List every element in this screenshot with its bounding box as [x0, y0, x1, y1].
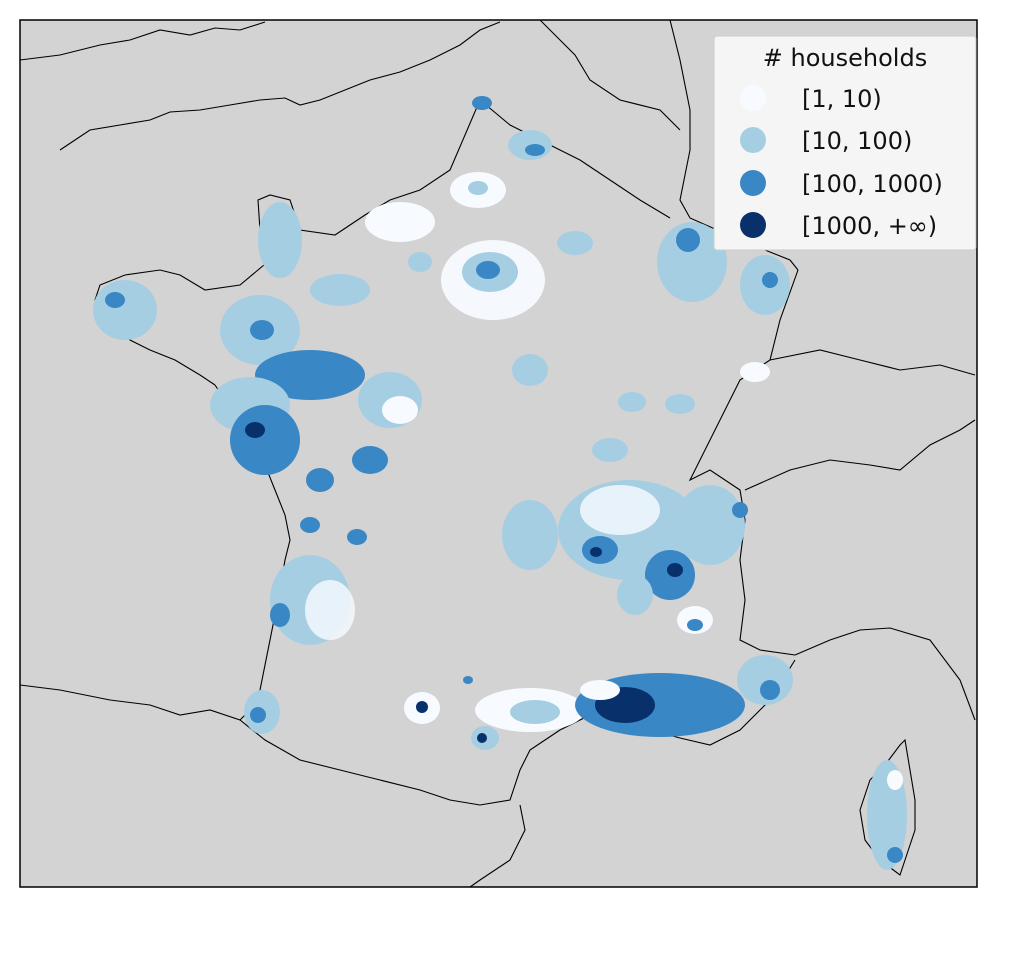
legend-marker-2	[740, 170, 766, 196]
region-gap-core	[687, 619, 703, 631]
region-geneva	[732, 502, 748, 518]
italy-coast	[794, 627, 976, 721]
spain-east-coast	[469, 804, 526, 888]
legend-title: # households	[763, 44, 927, 72]
region-bordeaux-core	[270, 603, 290, 627]
legend-label-0: [1, 10)	[802, 85, 882, 113]
legend: # households [1, 10) [10, 100) [100, 100…	[713, 35, 977, 251]
region-dijon	[618, 392, 646, 412]
germany-border	[669, 19, 799, 271]
legend-label-3: [1000, +∞)	[802, 212, 937, 240]
region-rouen	[408, 252, 432, 272]
legend-marker-0	[740, 85, 766, 111]
legend-label-1: [10, 100)	[802, 127, 912, 155]
region-avignon	[580, 680, 620, 700]
map-frame	[19, 19, 978, 888]
region-corsica-north	[887, 770, 903, 790]
region-strasbourg	[762, 272, 778, 288]
legend-box	[713, 35, 977, 251]
region-paris-core	[476, 261, 500, 279]
household-regions	[93, 96, 907, 870]
region-toulouse-core	[416, 701, 428, 713]
region-vendee	[230, 405, 300, 475]
region-bayonne-core	[250, 707, 266, 723]
region-loire	[255, 350, 365, 400]
legend-marker-3	[740, 212, 766, 238]
region-albi	[463, 676, 473, 684]
region-bordeaux-light	[305, 580, 355, 640]
region-corsica-south	[887, 847, 903, 863]
region-charente-west	[300, 517, 320, 533]
region-reims	[557, 231, 593, 255]
region-lorraine	[657, 222, 727, 302]
spain-border	[19, 684, 561, 806]
region-clermont-north	[592, 438, 628, 462]
region-maine	[310, 274, 370, 306]
region-perpignan-core	[477, 733, 487, 743]
belgium-border	[479, 99, 671, 219]
region-savoie	[675, 485, 745, 565]
region-clermont	[502, 500, 558, 570]
region-grenoble-core	[667, 563, 683, 577]
region-besancon	[665, 394, 695, 414]
region-lorraine-core	[676, 228, 700, 252]
region-mulhouse	[740, 362, 770, 382]
region-normandy	[365, 202, 435, 242]
region-poitou	[352, 446, 388, 474]
region-vendee-core	[245, 422, 265, 438]
legend-label-2: [100, 1000)	[802, 170, 943, 198]
region-dunkerque	[472, 96, 492, 110]
region-lyon-light	[580, 485, 660, 535]
region-lille-core	[468, 181, 488, 195]
switzerland-east	[744, 349, 976, 491]
region-limousin	[347, 529, 367, 545]
region-brittany-west	[93, 280, 157, 340]
region-drome	[617, 575, 653, 615]
region-cotentin	[258, 202, 302, 278]
uk-coastline	[19, 21, 501, 151]
netherlands-border	[539, 19, 681, 131]
region-montpellier-core	[510, 700, 560, 724]
region-lyon-dense	[590, 547, 602, 557]
legend-marker-1	[740, 127, 766, 153]
region-tours-light	[382, 396, 418, 424]
region-rennes	[250, 320, 274, 340]
region-nord-core	[525, 144, 545, 156]
region-brittany-west-core	[105, 292, 125, 308]
france-north-coast	[94, 99, 481, 386]
region-charente	[306, 468, 334, 492]
region-orleans	[512, 354, 548, 386]
region-nice-core	[760, 680, 780, 700]
